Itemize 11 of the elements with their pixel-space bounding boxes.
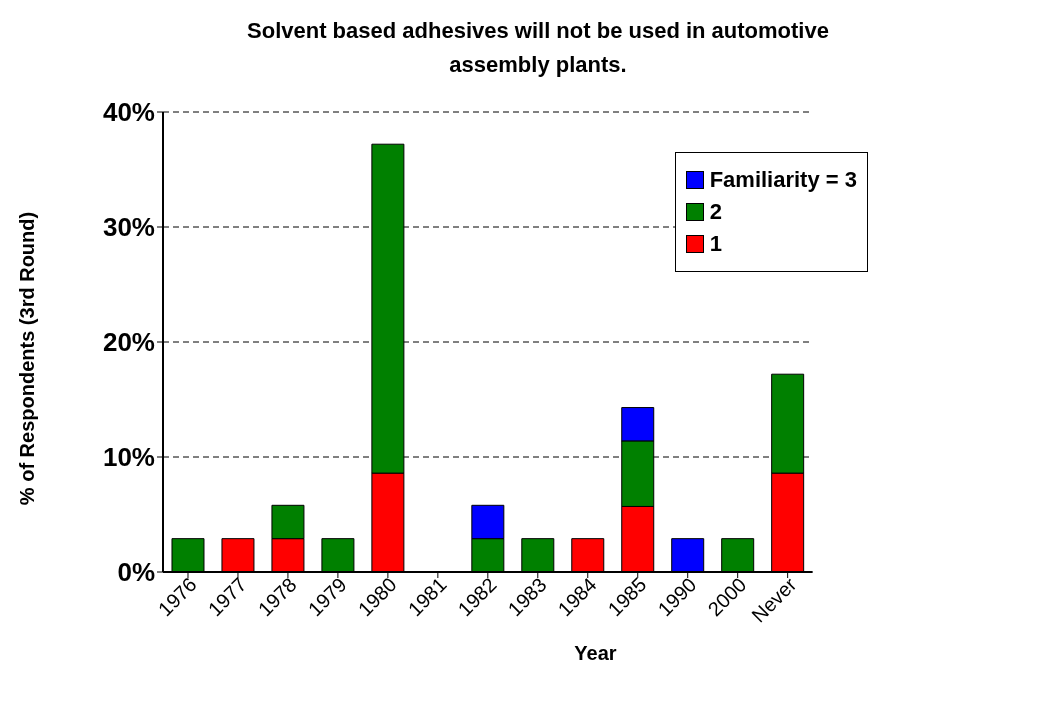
y-tick-label: 40% [102,97,155,128]
y-tick-label: 10% [102,442,155,473]
x-axis-title: Year [573,642,618,665]
legend-label: 1 [709,231,722,257]
legend-label: 2 [709,199,722,225]
y-tick-label: 0% [117,557,155,588]
chart-title: Solvent based adhesives will not be used in automotive assembly plants. [246,17,830,79]
legend-label: Familiarity = 3 [709,167,857,193]
y-axis-title: % of Respondents (3rd Round) [16,211,40,505]
y-tick-label: 20% [102,327,155,358]
y-tick-label: 30% [102,212,155,243]
